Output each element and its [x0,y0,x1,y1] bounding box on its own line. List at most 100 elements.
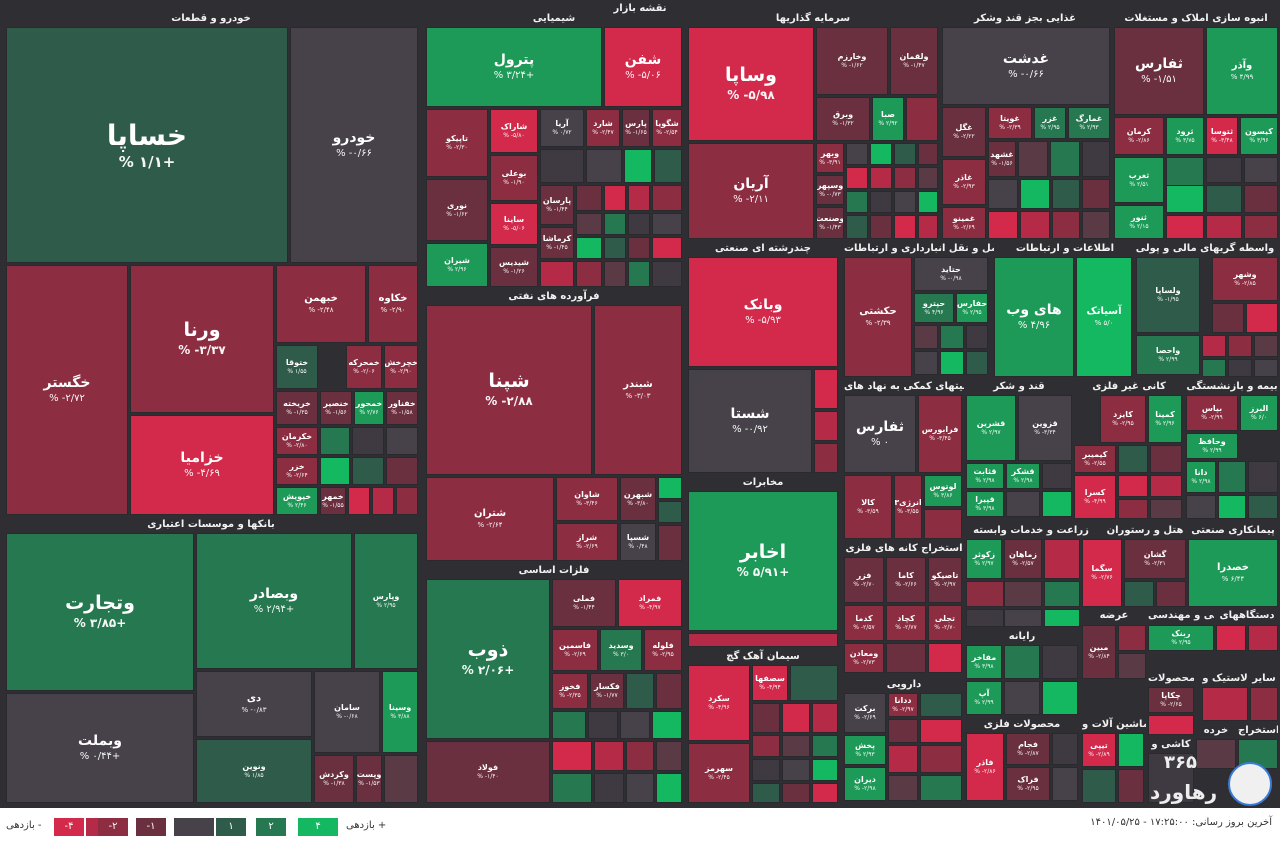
stock-tile[interactable]: خمحرکه% -۲/۰۶ [346,345,382,389]
stock-tile-small[interactable] [576,237,602,259]
stock-tile[interactable]: شاوان% -۳/۴۶ [556,477,618,521]
stock-tile-small[interactable] [1052,767,1078,801]
stock-tile-small[interactable] [920,775,962,801]
stock-tile-small[interactable] [1166,215,1204,239]
stock-tile-small[interactable] [1248,461,1278,493]
stock-tile[interactable]: پخش% ۲/۹۳ [844,735,886,765]
stock-tile[interactable]: اخابر% ۵/۹۱+ [688,491,838,631]
stock-tile-small[interactable] [1050,141,1080,177]
stock-tile[interactable]: کدما% -۲/۵۷ [844,605,884,641]
stock-tile-small[interactable] [586,149,622,183]
stock-tile-small[interactable] [846,143,868,165]
stock-tile[interactable]: فولاد% -۱/۴۰ [426,741,550,803]
stock-tile-small[interactable] [918,215,938,239]
stock-tile[interactable]: مبین% -۲/۸۴ [1082,625,1116,679]
stock-tile-small[interactable] [320,427,350,455]
stock-tile-small[interactable] [782,703,810,733]
stock-tile-small[interactable] [540,261,574,287]
stock-tile-small[interactable] [920,693,962,717]
stock-tile-small[interactable] [1118,733,1144,767]
stock-tile[interactable]: وسینا% ۳/۸۸ [382,671,418,753]
stock-tile-small[interactable] [1166,185,1204,213]
stock-tile[interactable]: پارس% -۱/۶۵ [622,109,650,147]
stock-tile-small[interactable] [540,149,584,183]
stock-tile-small[interactable] [894,215,916,239]
stock-tile[interactable]: لوتوس% ۳/۸۶ [924,475,962,507]
stock-tile[interactable]: آسیاتک% ۵/۰ [1076,257,1132,377]
stock-tile[interactable]: فلوله% -۲/۹۵ [644,629,682,671]
stock-tile-small[interactable] [652,237,682,259]
stock-tile-small[interactable] [1020,211,1050,239]
stock-tile-small[interactable] [604,261,626,287]
stock-tile-small[interactable] [1004,645,1040,679]
stock-tile[interactable]: فجام% -۲/۸۷ [1006,733,1050,765]
stock-tile[interactable]: زماهان% -۲/۵۷ [1004,539,1042,579]
stock-tile[interactable]: سهرمز% -۲/۴۵ [688,743,750,803]
stock-tile[interactable]: های وب % ۴/۹۶ [994,257,1074,377]
stock-tile[interactable]: وسپهر% -۰/۷۳ [816,175,844,205]
stock-tile-small[interactable] [918,167,938,189]
stock-tile[interactable]: وتجارت% ۳/۸۵+ [6,533,194,691]
stock-tile[interactable]: وپارس% ۲/۹۵ [354,533,418,669]
stock-tile[interactable]: فملی% -۱/۴۴ [552,579,616,627]
stock-tile-small[interactable] [658,477,682,499]
stock-tile-small[interactable] [1248,625,1278,651]
stock-tile[interactable]: خزامیا % -۴/۶۹ [130,415,274,515]
stock-tile-small[interactable] [1150,499,1182,519]
stock-tile-small[interactable] [588,711,618,739]
stock-tile-small[interactable] [1250,687,1278,721]
stock-tile-small[interactable] [552,711,586,739]
stock-tile[interactable]: وساپا% -۵/۹۸ [688,27,814,141]
stock-tile[interactable]: غزر% ۲/۹۵ [1034,107,1066,139]
stock-tile-small[interactable] [620,711,650,739]
stock-tile-small[interactable] [1202,687,1248,721]
stock-tile-small[interactable] [658,501,682,523]
stock-tile-small[interactable] [386,427,418,455]
stock-tile-small[interactable] [988,211,1018,239]
stock-tile-small[interactable] [604,213,626,235]
stock-tile-small[interactable] [846,167,868,189]
stock-tile[interactable]: خبهمن% -۲/۴۸ [276,265,366,343]
stock-tile-small[interactable] [1246,303,1278,333]
stock-tile-small[interactable] [628,185,650,211]
stock-tile[interactable]: خنصیر% -۱/۵۶ [320,391,352,425]
stock-tile[interactable]: دی% -۰/۸۳ [196,671,312,737]
stock-tile[interactable]: خگستر % -۲/۷۲ [6,265,128,515]
stock-tile-small[interactable] [1118,769,1144,803]
stock-tile-small[interactable] [846,191,868,213]
stock-tile-small[interactable] [988,179,1018,209]
stock-tile[interactable]: پترول % ۳/۲۴+ [426,27,602,107]
stock-tile-small[interactable] [1196,739,1236,769]
stock-tile[interactable]: وبهر% -۳/۹۱ [816,143,844,173]
stock-tile[interactable]: آپ% ۲/۹۹ [966,681,1002,715]
stock-tile-small[interactable] [1244,215,1278,239]
stock-tile[interactable]: سگما% -۲/۷۶ [1082,539,1122,607]
stock-tile[interactable]: ولساپا% -۱/۹۵ [1136,257,1200,333]
stock-tile[interactable]: ثفارس % -۱/۵۱ [1114,27,1204,115]
stock-tile[interactable]: قثابت% ۲/۹۸ [966,463,1004,489]
stock-tile[interactable]: کالا% -۳/۵۹ [844,475,892,539]
stock-tile[interactable]: کاما% -۲/۶۶ [886,557,926,603]
stock-tile[interactable]: غشهد% -۱/۵۶ [988,141,1016,177]
stock-tile[interactable]: شراز% -۲/۶۹ [556,523,618,561]
stock-tile-small[interactable] [1148,753,1194,803]
stock-tile[interactable]: سصفها% -۴/۹۴ [752,665,788,701]
stock-tile-small[interactable] [752,703,780,733]
stock-tile-small[interactable] [752,783,780,803]
stock-tile-small[interactable] [1148,715,1194,735]
stock-tile[interactable]: ثنور% ۲/۱۵ [1114,205,1164,239]
stock-tile-small[interactable] [1042,645,1078,679]
stock-tile-small[interactable] [604,237,626,259]
stock-tile-small[interactable] [1006,491,1040,517]
stock-tile-small[interactable] [906,97,938,141]
stock-tile-small[interactable] [814,443,838,473]
stock-tile[interactable]: وحافظ% ۲/۹۹ [1186,433,1238,459]
stock-tile[interactable]: ربنک% ۲/۹۵ [1148,625,1214,651]
stock-tile[interactable]: فاسمین% -۲/۶۹ [552,629,598,671]
stock-tile[interactable]: حپترو% ۴/۹۶ [914,293,954,323]
stock-tile[interactable]: قشکر% ۲/۹۸ [1006,463,1040,489]
stock-tile-small[interactable] [1218,461,1246,493]
stock-tile[interactable]: خکرمان% -۲/۸۰ [276,427,318,455]
stock-tile-small[interactable] [1052,179,1080,209]
stock-tile-small[interactable] [1004,609,1042,627]
